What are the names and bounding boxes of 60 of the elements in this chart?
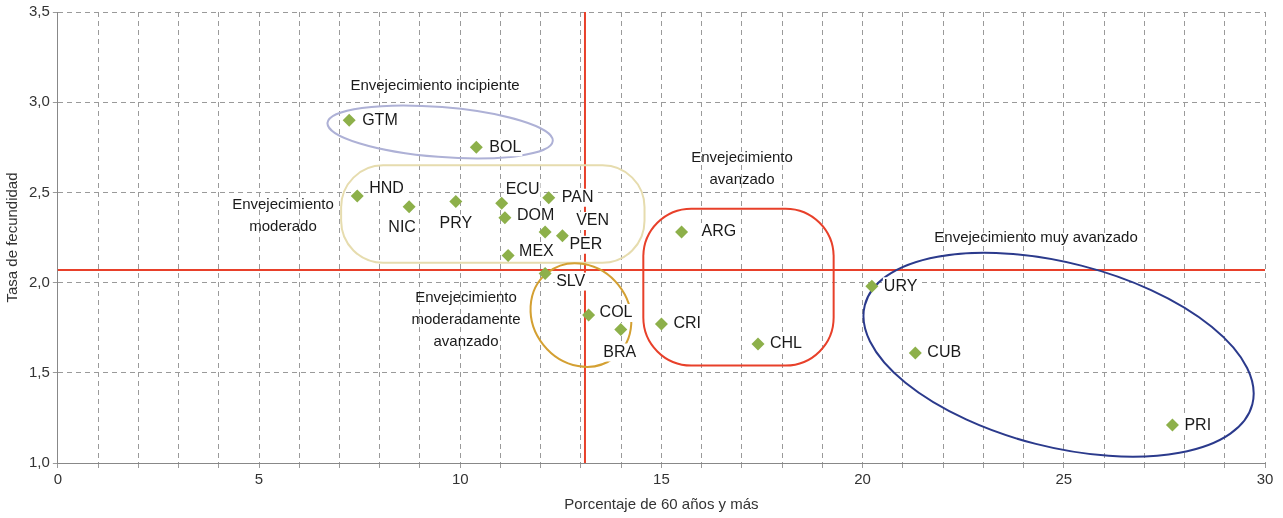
- x-tick-label: 30: [1256, 470, 1274, 488]
- annotation: HND: [369, 179, 404, 197]
- annotation: COL: [599, 303, 633, 321]
- y-tick-label: 2,0: [28, 272, 50, 290]
- point: [342, 113, 356, 127]
- x-tick-label: 15: [653, 470, 670, 488]
- point: [495, 196, 509, 210]
- annotation: NIC: [388, 218, 416, 236]
- y-axis-title: Tasa de fecundidad: [3, 172, 21, 303]
- point: [751, 337, 765, 351]
- point: [449, 194, 463, 208]
- annotation: PAN: [561, 188, 594, 206]
- x-tick-label: 25: [1055, 470, 1073, 488]
- x-tick-label: 5: [254, 470, 264, 488]
- annotation: Envejecimiento moderado: [232, 195, 334, 235]
- point: [908, 346, 922, 360]
- annotation: CHL: [770, 334, 803, 352]
- annotation: MEX: [519, 241, 555, 259]
- point: [675, 225, 689, 239]
- point: [1165, 418, 1179, 432]
- annotation: PER: [569, 235, 603, 253]
- x-tick-label: 0: [53, 470, 63, 488]
- y-tick-label: 3,0: [28, 92, 50, 110]
- point: [498, 211, 512, 225]
- point: [402, 200, 416, 214]
- annotation: Envejecimiento incipiente: [350, 76, 520, 94]
- point: [469, 140, 483, 154]
- annotation: Envejecimiento muy avanzado: [934, 228, 1138, 246]
- point: [614, 323, 628, 336]
- annotation: CRI: [673, 314, 701, 332]
- annotation: URY: [883, 276, 918, 294]
- x-tick-label: 20: [854, 470, 871, 488]
- annotation: SLV: [556, 271, 586, 289]
- point: [582, 308, 596, 322]
- point: [555, 229, 569, 243]
- annotation: BRA: [603, 342, 637, 360]
- annotation: CUB: [927, 343, 962, 361]
- point: [501, 249, 515, 263]
- annotation: VEN: [576, 211, 610, 229]
- x-tick-label: 10: [451, 470, 469, 488]
- point: [654, 317, 668, 331]
- annotation: Envejecimiento moderadamente avanzado: [411, 288, 521, 350]
- annotation: DOM: [516, 206, 555, 224]
- point: [865, 279, 879, 293]
- point: [542, 191, 556, 205]
- annotation: ECU: [505, 179, 540, 197]
- annotation: Envejecimiento avanzado: [691, 148, 793, 188]
- y-tick-label: 1,5: [28, 362, 50, 380]
- annotation: ARG: [701, 222, 737, 240]
- y-tick-label: 1,0: [28, 453, 50, 471]
- annotation: PRY: [439, 213, 473, 231]
- annotation: BOL: [489, 137, 522, 155]
- point: [538, 225, 552, 239]
- annotation: PRI: [1184, 415, 1212, 433]
- x-axis-title: Porcentaje de 60 años y más: [564, 495, 759, 513]
- point: [350, 189, 364, 203]
- y-tick-label: 2,5: [28, 182, 50, 200]
- point: [538, 267, 552, 281]
- y-tick-label: 3,5: [28, 2, 50, 20]
- annotation: GTM: [362, 110, 398, 128]
